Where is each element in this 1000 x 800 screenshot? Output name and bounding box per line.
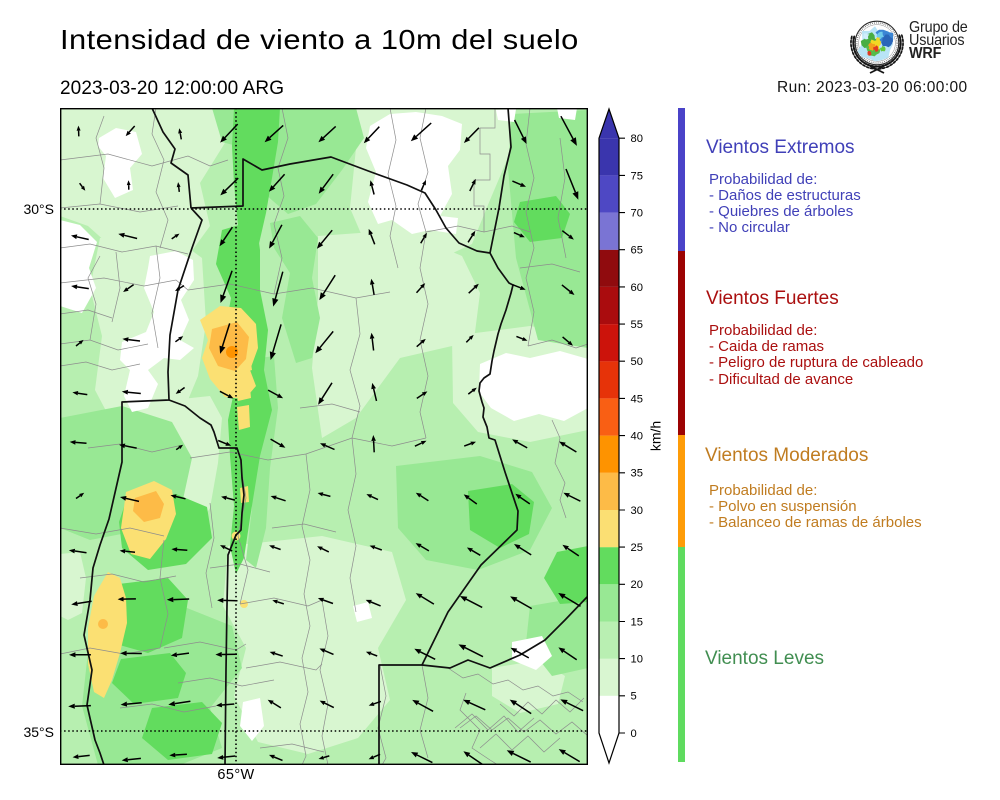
svg-text:60: 60 bbox=[631, 282, 643, 294]
svg-text:km/h: km/h bbox=[648, 421, 664, 451]
svg-text:40: 40 bbox=[631, 431, 643, 443]
svg-text:80: 80 bbox=[631, 133, 643, 145]
svg-text:65: 65 bbox=[631, 245, 643, 257]
svg-text:20: 20 bbox=[631, 579, 643, 591]
svg-text:50: 50 bbox=[631, 356, 643, 368]
svg-text:75: 75 bbox=[631, 170, 643, 182]
svg-text:35: 35 bbox=[631, 468, 643, 480]
svg-text:45: 45 bbox=[631, 393, 643, 405]
svg-text:10: 10 bbox=[631, 654, 643, 666]
svg-text:30: 30 bbox=[631, 505, 643, 517]
svg-text:55: 55 bbox=[631, 319, 643, 331]
svg-text:5: 5 bbox=[631, 691, 637, 703]
svg-text:15: 15 bbox=[631, 616, 643, 628]
svg-text:0: 0 bbox=[631, 728, 637, 740]
svg-text:70: 70 bbox=[631, 208, 643, 220]
svg-text:25: 25 bbox=[631, 542, 643, 554]
